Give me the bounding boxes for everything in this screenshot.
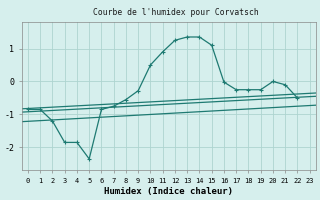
X-axis label: Humidex (Indice chaleur): Humidex (Indice chaleur) [104, 187, 233, 196]
Text: Courbe de l'humidex pour Corvatsch: Courbe de l'humidex pour Corvatsch [93, 8, 259, 17]
